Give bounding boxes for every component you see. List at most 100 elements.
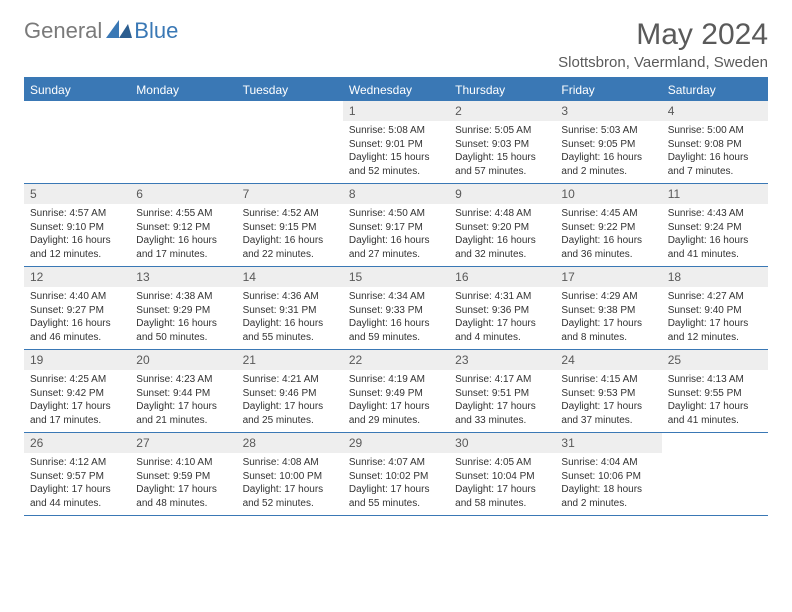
calendar-day: 5Sunrise: 4:57 AMSunset: 9:10 PMDaylight…: [24, 184, 130, 266]
day-number: 1: [343, 101, 449, 121]
day-number: 21: [237, 350, 343, 370]
sunrise-line: Sunrise: 4:17 AM: [455, 373, 549, 387]
day-details: Sunrise: 4:27 AMSunset: 9:40 PMDaylight:…: [662, 287, 768, 347]
calendar-empty: [130, 101, 236, 183]
day-number: 3: [555, 101, 661, 121]
daylight-line: Daylight: 16 hours and 27 minutes.: [349, 234, 443, 261]
daylight-line: Daylight: 15 hours and 52 minutes.: [349, 151, 443, 178]
daylight-line: Daylight: 16 hours and 46 minutes.: [30, 317, 124, 344]
calendar-day: 3Sunrise: 5:03 AMSunset: 9:05 PMDaylight…: [555, 101, 661, 183]
logo-text-blue: Blue: [134, 18, 178, 44]
weekday-label: Sunday: [24, 79, 130, 101]
calendar-day: 24Sunrise: 4:15 AMSunset: 9:53 PMDayligh…: [555, 350, 661, 432]
day-details: Sunrise: 4:10 AMSunset: 9:59 PMDaylight:…: [130, 453, 236, 513]
sunrise-line: Sunrise: 5:05 AM: [455, 124, 549, 138]
daylight-line: Daylight: 17 hours and 8 minutes.: [561, 317, 655, 344]
calendar-day: 27Sunrise: 4:10 AMSunset: 9:59 PMDayligh…: [130, 433, 236, 515]
daylight-line: Daylight: 16 hours and 22 minutes.: [243, 234, 337, 261]
day-number: 22: [343, 350, 449, 370]
month-title: May 2024: [558, 18, 768, 52]
daylight-line: Daylight: 17 hours and 21 minutes.: [136, 400, 230, 427]
day-number: 16: [449, 267, 555, 287]
day-details: Sunrise: 4:50 AMSunset: 9:17 PMDaylight:…: [343, 204, 449, 264]
day-details: Sunrise: 4:19 AMSunset: 9:49 PMDaylight:…: [343, 370, 449, 430]
sunrise-line: Sunrise: 4:07 AM: [349, 456, 443, 470]
calendar-week: 5Sunrise: 4:57 AMSunset: 9:10 PMDaylight…: [24, 184, 768, 267]
sunset-line: Sunset: 9:36 PM: [455, 304, 549, 318]
day-number: 7: [237, 184, 343, 204]
day-number: 8: [343, 184, 449, 204]
sunrise-line: Sunrise: 5:00 AM: [668, 124, 762, 138]
sunrise-line: Sunrise: 4:25 AM: [30, 373, 124, 387]
calendar-empty: [237, 101, 343, 183]
sunrise-line: Sunrise: 4:48 AM: [455, 207, 549, 221]
sunset-line: Sunset: 9:24 PM: [668, 221, 762, 235]
daylight-line: Daylight: 16 hours and 55 minutes.: [243, 317, 337, 344]
day-number: 10: [555, 184, 661, 204]
sunrise-line: Sunrise: 4:38 AM: [136, 290, 230, 304]
sunrise-line: Sunrise: 4:13 AM: [668, 373, 762, 387]
sunset-line: Sunset: 9:57 PM: [30, 470, 124, 484]
calendar-day: 30Sunrise: 4:05 AMSunset: 10:04 PMDaylig…: [449, 433, 555, 515]
calendar-day: 2Sunrise: 5:05 AMSunset: 9:03 PMDaylight…: [449, 101, 555, 183]
day-number: 4: [662, 101, 768, 121]
calendar-day: 20Sunrise: 4:23 AMSunset: 9:44 PMDayligh…: [130, 350, 236, 432]
day-details: Sunrise: 4:43 AMSunset: 9:24 PMDaylight:…: [662, 204, 768, 264]
sunset-line: Sunset: 9:15 PM: [243, 221, 337, 235]
sunset-line: Sunset: 9:49 PM: [349, 387, 443, 401]
sunset-line: Sunset: 9:20 PM: [455, 221, 549, 235]
daylight-line: Daylight: 17 hours and 12 minutes.: [668, 317, 762, 344]
calendar-day: 19Sunrise: 4:25 AMSunset: 9:42 PMDayligh…: [24, 350, 130, 432]
day-number: 19: [24, 350, 130, 370]
calendar-day: 13Sunrise: 4:38 AMSunset: 9:29 PMDayligh…: [130, 267, 236, 349]
sunrise-line: Sunrise: 4:15 AM: [561, 373, 655, 387]
daylight-line: Daylight: 17 hours and 55 minutes.: [349, 483, 443, 510]
calendar-empty: [662, 433, 768, 515]
day-details: Sunrise: 4:08 AMSunset: 10:00 PMDaylight…: [237, 453, 343, 513]
day-details: Sunrise: 4:48 AMSunset: 9:20 PMDaylight:…: [449, 204, 555, 264]
sunset-line: Sunset: 9:22 PM: [561, 221, 655, 235]
day-number: 24: [555, 350, 661, 370]
day-details: Sunrise: 5:08 AMSunset: 9:01 PMDaylight:…: [343, 121, 449, 181]
sunrise-line: Sunrise: 4:10 AM: [136, 456, 230, 470]
sunset-line: Sunset: 9:40 PM: [668, 304, 762, 318]
daylight-line: Daylight: 17 hours and 48 minutes.: [136, 483, 230, 510]
sunrise-line: Sunrise: 4:27 AM: [668, 290, 762, 304]
daylight-line: Daylight: 16 hours and 17 minutes.: [136, 234, 230, 261]
calendar-day: 10Sunrise: 4:45 AMSunset: 9:22 PMDayligh…: [555, 184, 661, 266]
calendar-day: 14Sunrise: 4:36 AMSunset: 9:31 PMDayligh…: [237, 267, 343, 349]
logo-triangle-icon: [106, 20, 132, 43]
sunset-line: Sunset: 9:59 PM: [136, 470, 230, 484]
sunrise-line: Sunrise: 4:19 AM: [349, 373, 443, 387]
sunset-line: Sunset: 9:51 PM: [455, 387, 549, 401]
daylight-line: Daylight: 17 hours and 58 minutes.: [455, 483, 549, 510]
sunset-line: Sunset: 9:01 PM: [349, 138, 443, 152]
daylight-line: Daylight: 15 hours and 57 minutes.: [455, 151, 549, 178]
sunset-line: Sunset: 9:46 PM: [243, 387, 337, 401]
sunset-line: Sunset: 9:55 PM: [668, 387, 762, 401]
sunrise-line: Sunrise: 4:43 AM: [668, 207, 762, 221]
location: Slottsbron, Vaermland, Sweden: [558, 54, 768, 71]
weekday-header: SundayMondayTuesdayWednesdayThursdayFrid…: [24, 79, 768, 101]
calendar-day: 16Sunrise: 4:31 AMSunset: 9:36 PMDayligh…: [449, 267, 555, 349]
sunrise-line: Sunrise: 4:29 AM: [561, 290, 655, 304]
weekday-label: Saturday: [662, 79, 768, 101]
sunrise-line: Sunrise: 5:08 AM: [349, 124, 443, 138]
weekday-label: Tuesday: [237, 79, 343, 101]
day-details: Sunrise: 4:31 AMSunset: 9:36 PMDaylight:…: [449, 287, 555, 347]
daylight-line: Daylight: 17 hours and 4 minutes.: [455, 317, 549, 344]
sunset-line: Sunset: 9:08 PM: [668, 138, 762, 152]
sunrise-line: Sunrise: 4:36 AM: [243, 290, 337, 304]
sunset-line: Sunset: 9:33 PM: [349, 304, 443, 318]
day-number: 26: [24, 433, 130, 453]
daylight-line: Daylight: 16 hours and 12 minutes.: [30, 234, 124, 261]
day-details: Sunrise: 5:05 AMSunset: 9:03 PMDaylight:…: [449, 121, 555, 181]
daylight-line: Daylight: 16 hours and 36 minutes.: [561, 234, 655, 261]
calendar-day: 28Sunrise: 4:08 AMSunset: 10:00 PMDaylig…: [237, 433, 343, 515]
sunrise-line: Sunrise: 4:21 AM: [243, 373, 337, 387]
daylight-line: Daylight: 17 hours and 37 minutes.: [561, 400, 655, 427]
sunset-line: Sunset: 9:27 PM: [30, 304, 124, 318]
day-details: Sunrise: 4:52 AMSunset: 9:15 PMDaylight:…: [237, 204, 343, 264]
sunrise-line: Sunrise: 4:31 AM: [455, 290, 549, 304]
day-details: Sunrise: 4:04 AMSunset: 10:06 PMDaylight…: [555, 453, 661, 513]
